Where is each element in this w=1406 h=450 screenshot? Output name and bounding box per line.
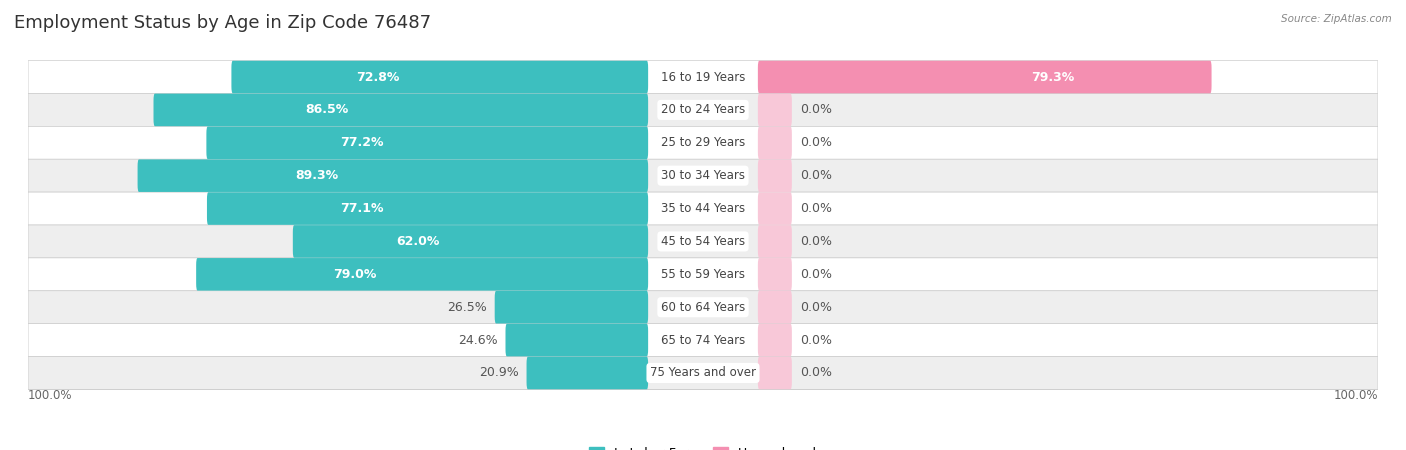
FancyBboxPatch shape: [758, 192, 792, 225]
FancyBboxPatch shape: [758, 324, 792, 356]
FancyBboxPatch shape: [526, 357, 648, 389]
Text: 55 to 59 Years: 55 to 59 Years: [661, 268, 745, 281]
Text: 30 to 34 Years: 30 to 34 Years: [661, 169, 745, 182]
Text: 0.0%: 0.0%: [800, 268, 832, 281]
Text: 86.5%: 86.5%: [305, 104, 349, 117]
FancyBboxPatch shape: [28, 94, 1378, 126]
Text: 79.3%: 79.3%: [1031, 71, 1074, 84]
FancyBboxPatch shape: [495, 291, 648, 324]
Text: 60 to 64 Years: 60 to 64 Years: [661, 301, 745, 314]
FancyBboxPatch shape: [758, 357, 792, 389]
FancyBboxPatch shape: [28, 159, 1378, 192]
Text: 100.0%: 100.0%: [28, 389, 73, 402]
FancyBboxPatch shape: [758, 291, 792, 324]
FancyBboxPatch shape: [153, 94, 648, 126]
FancyBboxPatch shape: [506, 324, 648, 356]
FancyBboxPatch shape: [28, 324, 1378, 356]
Text: 0.0%: 0.0%: [800, 104, 832, 117]
FancyBboxPatch shape: [758, 126, 792, 159]
Text: 0.0%: 0.0%: [800, 169, 832, 182]
Text: 0.0%: 0.0%: [800, 202, 832, 215]
FancyBboxPatch shape: [292, 225, 648, 258]
FancyBboxPatch shape: [28, 61, 1378, 94]
FancyBboxPatch shape: [758, 225, 792, 258]
Text: 20.9%: 20.9%: [479, 366, 519, 379]
FancyBboxPatch shape: [197, 258, 648, 291]
FancyBboxPatch shape: [138, 159, 648, 192]
Text: 89.3%: 89.3%: [295, 169, 339, 182]
Text: 75 Years and over: 75 Years and over: [650, 366, 756, 379]
Text: 35 to 44 Years: 35 to 44 Years: [661, 202, 745, 215]
FancyBboxPatch shape: [207, 192, 648, 225]
FancyBboxPatch shape: [758, 159, 792, 192]
FancyBboxPatch shape: [758, 258, 792, 291]
Text: Employment Status by Age in Zip Code 76487: Employment Status by Age in Zip Code 764…: [14, 14, 432, 32]
Text: 0.0%: 0.0%: [800, 301, 832, 314]
FancyBboxPatch shape: [28, 192, 1378, 225]
FancyBboxPatch shape: [207, 126, 648, 159]
Text: Source: ZipAtlas.com: Source: ZipAtlas.com: [1281, 14, 1392, 23]
FancyBboxPatch shape: [758, 94, 792, 126]
Text: 0.0%: 0.0%: [800, 235, 832, 248]
Text: 77.1%: 77.1%: [340, 202, 384, 215]
Text: 62.0%: 62.0%: [396, 235, 439, 248]
Text: 72.8%: 72.8%: [356, 71, 399, 84]
FancyBboxPatch shape: [28, 356, 1378, 389]
FancyBboxPatch shape: [758, 61, 1212, 93]
Text: 100.0%: 100.0%: [1333, 389, 1378, 402]
Text: 79.0%: 79.0%: [333, 268, 377, 281]
Text: 0.0%: 0.0%: [800, 333, 832, 346]
Text: 24.6%: 24.6%: [458, 333, 498, 346]
Text: 0.0%: 0.0%: [800, 366, 832, 379]
FancyBboxPatch shape: [28, 258, 1378, 291]
FancyBboxPatch shape: [28, 126, 1378, 159]
Text: 16 to 19 Years: 16 to 19 Years: [661, 71, 745, 84]
Text: 20 to 24 Years: 20 to 24 Years: [661, 104, 745, 117]
Text: 0.0%: 0.0%: [800, 136, 832, 149]
Text: 65 to 74 Years: 65 to 74 Years: [661, 333, 745, 346]
Text: 77.2%: 77.2%: [340, 136, 384, 149]
Legend: In Labor Force, Unemployed: In Labor Force, Unemployed: [583, 442, 823, 450]
FancyBboxPatch shape: [232, 61, 648, 93]
FancyBboxPatch shape: [28, 291, 1378, 324]
Text: 25 to 29 Years: 25 to 29 Years: [661, 136, 745, 149]
Text: 45 to 54 Years: 45 to 54 Years: [661, 235, 745, 248]
FancyBboxPatch shape: [28, 225, 1378, 258]
Text: 26.5%: 26.5%: [447, 301, 486, 314]
